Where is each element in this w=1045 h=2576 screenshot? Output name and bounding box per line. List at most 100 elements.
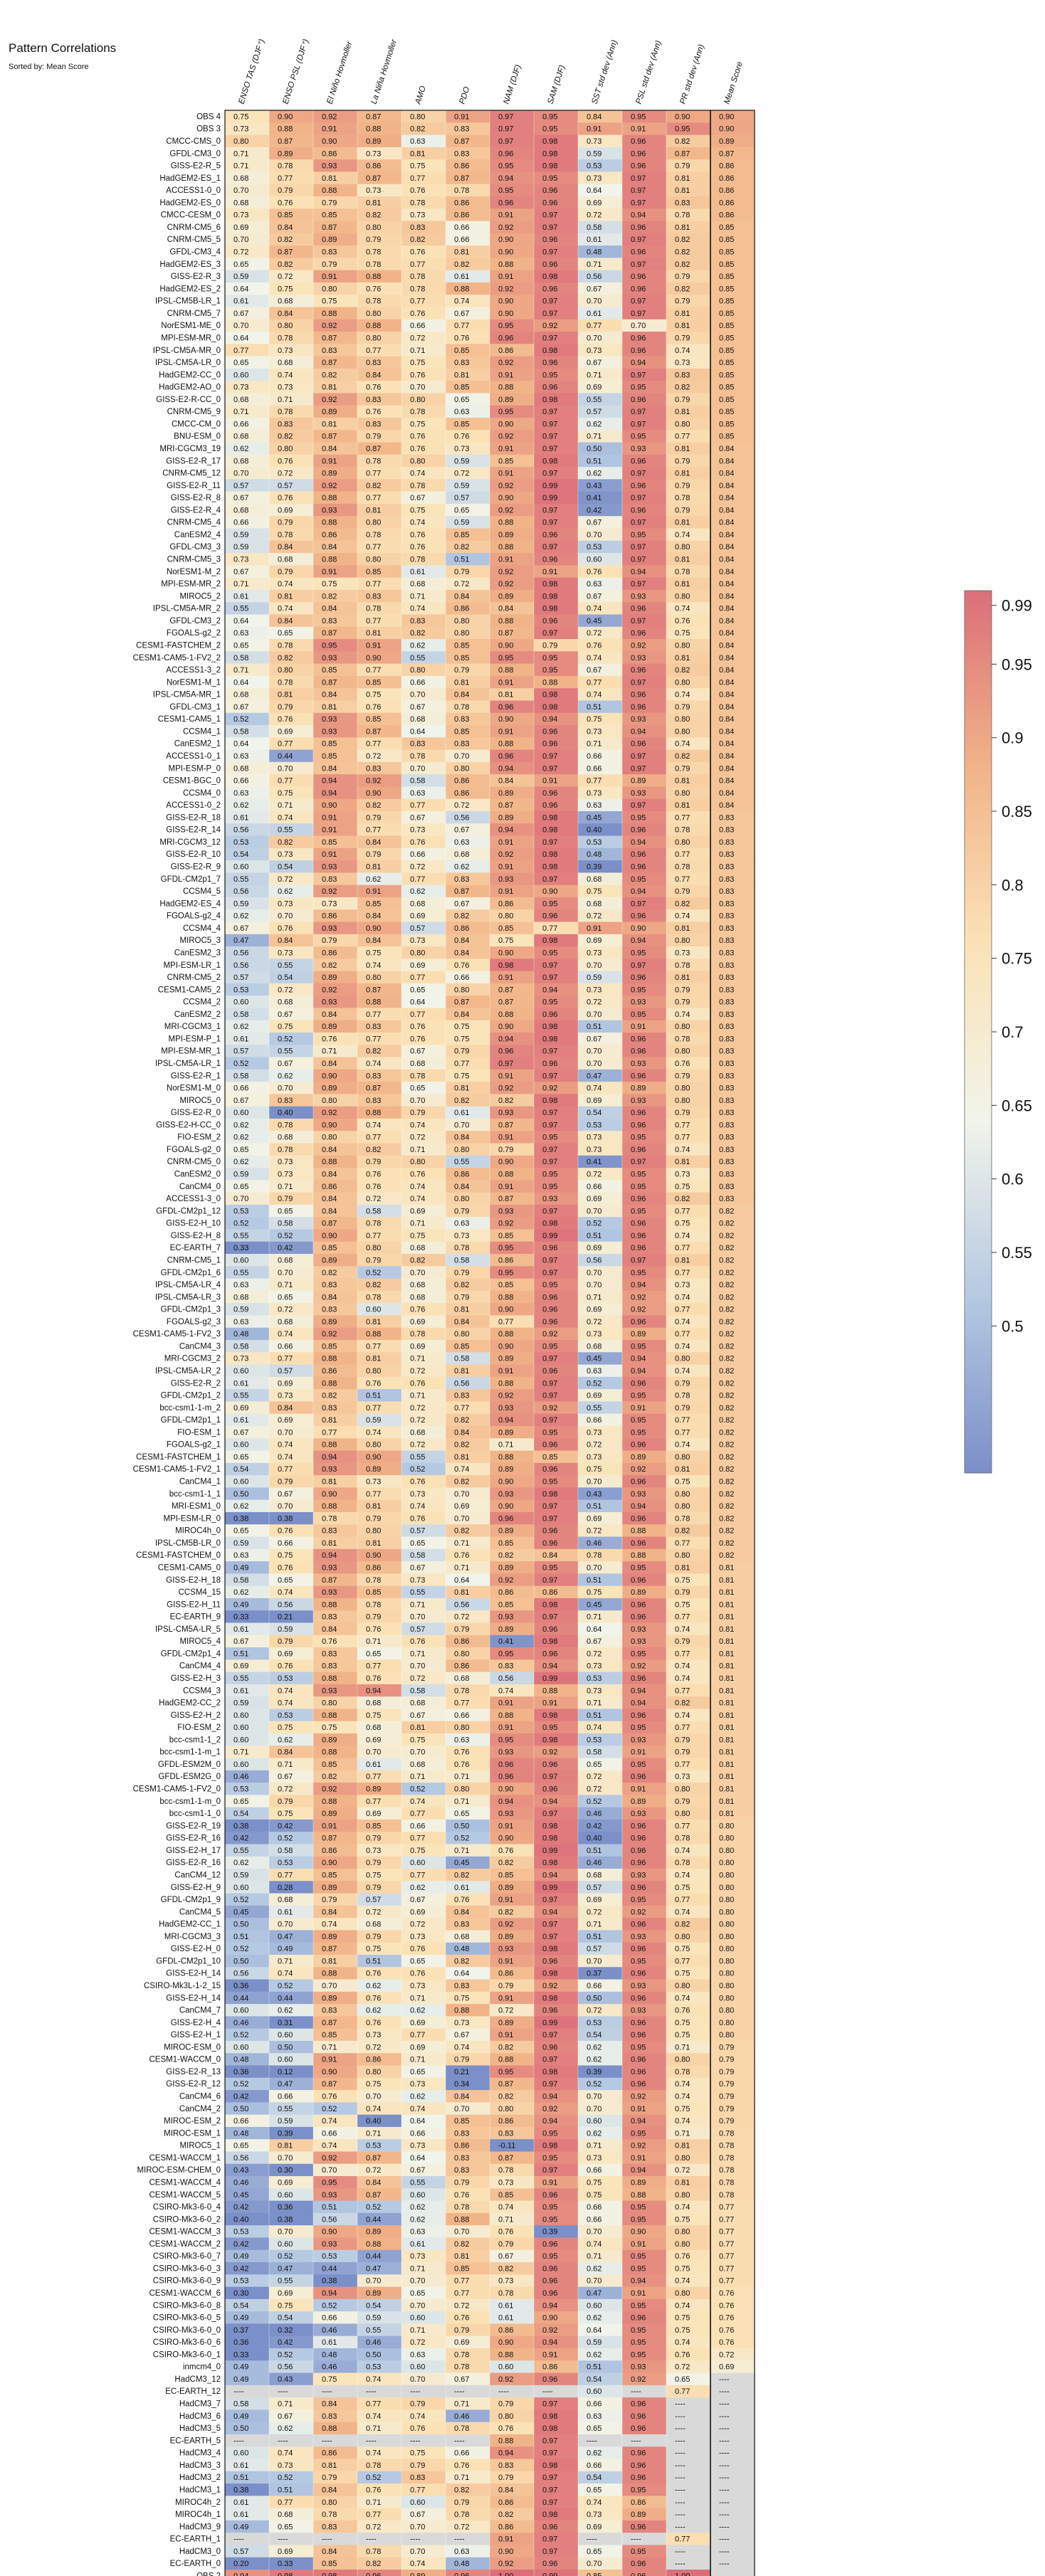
cell-value: 0.70 (587, 2093, 602, 2101)
cell-value: 0.86 (498, 899, 513, 908)
cell-value: 0.46 (233, 2178, 248, 2187)
cell-value: 0.78 (278, 531, 293, 539)
heatmap-cell (622, 307, 667, 320)
row-label: IPSL-CM5B-LR_0 (155, 1539, 221, 1548)
cell-value: 0.72 (454, 801, 469, 810)
cell-value: 0.88 (322, 556, 337, 564)
heatmap-cell (710, 344, 755, 357)
cell-value: 0.84 (278, 223, 293, 232)
cell-value: 0.88 (322, 1748, 337, 1757)
cell-value: 0.78 (675, 1514, 690, 1523)
cell-value: 0.45 (587, 1600, 602, 1609)
cell-value: 0.97 (631, 199, 646, 207)
cell-value: 0.82 (366, 211, 381, 220)
heatmap-cell (446, 368, 490, 381)
cell-value: 0.51 (233, 1933, 248, 1941)
cell-value: 0.40 (587, 826, 602, 835)
cell-value: 0.75 (675, 2326, 690, 2335)
cell-value: 0.91 (322, 2056, 337, 2064)
row-label: CNRM-CM5_0 (167, 1158, 221, 1166)
cell-value: 0.80 (675, 1023, 690, 1031)
cell-value: 0.81 (454, 248, 469, 257)
cell-value: 0.63 (410, 2228, 425, 2237)
cell-value: 0.96 (542, 1539, 557, 1548)
cell-value: 0.97 (542, 961, 557, 970)
cell-value: ---- (675, 2400, 686, 2409)
row-label: CNRM-CM5_1 (167, 1256, 221, 1265)
heatmap-cells (225, 110, 755, 2576)
cell-value: 0.83 (719, 1023, 734, 1031)
cell-value: 0.71 (587, 2252, 602, 2261)
cell-value: 0.83 (719, 998, 734, 1007)
cell-value: 0.87 (498, 629, 513, 638)
cell-value: 0.61 (322, 2338, 337, 2347)
cell-value: 0.84 (719, 703, 734, 712)
cell-value: 0.31 (278, 2019, 293, 2027)
heatmap-cell (225, 381, 270, 394)
heatmap-cell (666, 2508, 711, 2521)
heatmap-cell (666, 221, 711, 234)
cell-value: 0.72 (587, 1441, 602, 1450)
cell-value: 0.57 (587, 1884, 602, 1892)
cell-value: 0.92 (542, 1748, 557, 1757)
cell-value: 0.95 (631, 531, 646, 539)
cell-value: 0.83 (719, 961, 734, 970)
cell-value: 0.79 (675, 764, 690, 773)
cell-value: 0.96 (631, 1514, 646, 1523)
cell-value: 0.91 (631, 2105, 646, 2113)
cell-value: 0.92 (631, 1908, 646, 1916)
cell-value: 0.84 (719, 543, 734, 551)
cell-value: 0.70 (587, 1269, 602, 1277)
cell-value: 0.82 (322, 961, 337, 970)
cell-value: 0.57 (233, 973, 248, 982)
cell-value: 0.96 (631, 1379, 646, 1388)
heatmap-cell (666, 2397, 711, 2410)
cell-value: 0.96 (631, 1576, 646, 1585)
cell-value: 0.87 (498, 1195, 513, 1203)
cell-value: 0.92 (498, 1921, 513, 1929)
cell-value: 0.79 (719, 2043, 734, 2052)
cell-value: 0.80 (675, 1084, 690, 1093)
cell-value: 0.83 (719, 826, 734, 835)
cell-value: 0.70 (233, 322, 248, 330)
cell-value: 0.85 (322, 1342, 337, 1351)
cell-value: 0.50 (233, 2105, 248, 2113)
row-label: GFDL-CM3_2 (169, 617, 221, 625)
row-label: MPI-ESM-MR_0 (161, 334, 221, 342)
cell-value: 0.86 (322, 1847, 337, 1855)
cell-value: 0.87 (366, 1084, 381, 1093)
cell-value: 0.83 (410, 617, 425, 625)
cell-value: 0.88 (498, 543, 513, 551)
cell-value: 0.73 (278, 347, 293, 355)
cell-value: 0.50 (233, 1490, 248, 1499)
cell-value: 0.85 (366, 568, 381, 576)
cell-value: 0.71 (587, 1613, 602, 1622)
cell-value: 0.45 (233, 1908, 248, 1916)
row-label: GISS-E2-R_9 (171, 863, 221, 872)
cell-value: 0.96 (542, 2007, 557, 2015)
cell-value: 0.85 (719, 334, 734, 342)
cell-value: 0.81 (719, 1625, 734, 1634)
heatmap-cell (401, 246, 446, 258)
cell-value: 0.95 (542, 1478, 557, 1487)
cell-value: 0.91 (631, 2240, 646, 2249)
cell-value: 0.96 (631, 2424, 646, 2433)
heatmap-cell (578, 258, 623, 271)
row-label: HadGEM2-CC_2 (159, 1699, 221, 1708)
cell-value: 0.80 (719, 1970, 734, 1978)
cell-value: 0.80 (366, 1527, 381, 1536)
cell-value: 0.76 (410, 371, 425, 379)
cell-value: 0.89 (366, 1785, 381, 1794)
cell-value: 0.77 (675, 1244, 690, 1252)
cell-value: 0.96 (542, 2289, 557, 2298)
cell-value: 0.77 (366, 1662, 381, 1671)
cell-value: 0.98 (498, 961, 513, 970)
heatmap-cell (313, 270, 358, 283)
cell-value: 0.76 (322, 1035, 337, 1043)
chart-subtitle: Sorted by: Mean Score (9, 63, 89, 71)
cell-value: 0.81 (366, 1539, 381, 1548)
cell-value: 0.79 (278, 186, 293, 195)
cell-value: 0.73 (675, 1773, 690, 1781)
cell-value: 0.67 (410, 2511, 425, 2519)
cell-value: 0.95 (542, 2203, 557, 2212)
